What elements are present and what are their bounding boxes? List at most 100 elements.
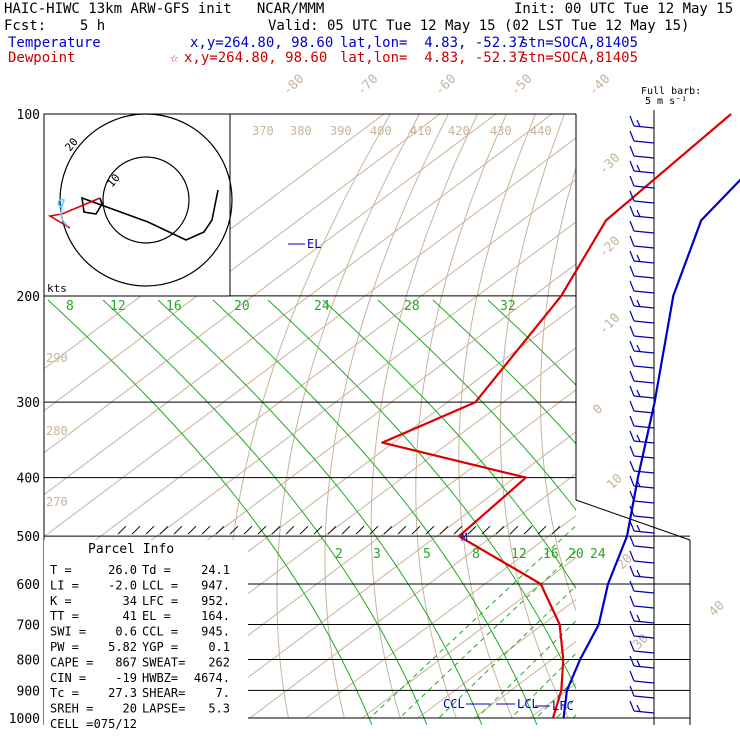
wind-barb-flag <box>636 569 641 577</box>
wind-barb-flag <box>629 460 635 472</box>
parcel-row-value: 5.82 <box>108 640 137 654</box>
wind-barb-shaft <box>633 155 655 159</box>
wind-barb-flag <box>636 254 641 262</box>
parcel-row-key: Td = <box>142 563 171 577</box>
isotherm-line <box>44 114 497 454</box>
wind-barb-shaft <box>633 515 655 519</box>
chart-title: HAIC-HIWC 13km ARW-GFS init NCAR/MMM <box>4 1 325 17</box>
parcel-row-key: LAPSE= <box>142 702 185 716</box>
level-hatch <box>341 525 351 535</box>
isotherm-line <box>361 556 576 719</box>
wind-barb-flag <box>629 205 635 217</box>
wind-barb-flag <box>629 580 635 592</box>
level-hatch <box>117 525 127 535</box>
dry-adiabat-line <box>617 114 736 718</box>
wind-barb-flag <box>629 655 635 667</box>
wind-barb-shaft <box>633 455 655 459</box>
hodograph-trace-surface <box>57 198 69 227</box>
parcel-row-value: -19 <box>115 671 137 685</box>
pressure-tick-label: 700 <box>17 618 40 633</box>
isotherm-label: -50 <box>508 72 535 99</box>
parcel-row-value: -2.0 <box>108 578 137 592</box>
wind-barb-flag <box>636 434 641 442</box>
forecast-hour: Fcst: 5 h <box>4 18 106 34</box>
isotherm-line <box>305 515 576 719</box>
wind-barb-flag <box>629 685 635 697</box>
level-hatch <box>257 525 267 535</box>
el-label: EL <box>307 237 321 251</box>
moist-adiabat-line <box>212 299 538 725</box>
theta-label: 430 <box>490 124 512 138</box>
temperature-xy: x,y=264.80, 98.60 <box>190 35 334 51</box>
level-hatch <box>537 525 547 535</box>
wind-barb-shaft <box>633 395 655 399</box>
wind-barb-flag <box>629 475 635 487</box>
moist-adiabat-line <box>487 299 576 386</box>
mixing-ratio-label: 16 <box>543 547 559 562</box>
wind-barb-flag <box>629 565 635 577</box>
parcel-row-value: 075/12 <box>94 717 137 731</box>
moist-adiabat-line <box>102 299 428 725</box>
isotherm-line <box>417 598 576 719</box>
dewpoint-label: Dewpoint <box>8 50 76 66</box>
parcel-row-key: TT = <box>50 609 79 623</box>
parcel-row-key: EL = <box>142 609 171 623</box>
level-hatch <box>425 525 435 535</box>
parcel-row-key: HWBZ= <box>142 671 178 685</box>
wind-barb-flag <box>629 400 635 412</box>
wind-barb-shaft <box>633 185 655 189</box>
wind-barb-flag <box>629 310 635 322</box>
dewpoint-latlon: lat,lon= 4.83, -52.37 <box>340 50 526 66</box>
parcel-row-key: K = <box>50 594 72 608</box>
wind-barb-shaft <box>633 275 655 279</box>
wind-barb-shaft <box>633 605 655 609</box>
wind-barb-shaft <box>633 365 655 369</box>
wind-barb-flag <box>629 175 635 187</box>
parcel-row-key: PW = <box>50 640 79 654</box>
wind-barb-shaft <box>633 470 655 474</box>
wind-barb-flag <box>629 295 635 307</box>
level-hatch <box>145 525 155 535</box>
wind-barb-flag <box>629 490 635 502</box>
isotherm-line <box>249 473 576 719</box>
wind-barb-shaft <box>633 290 655 294</box>
theta-label: 420 <box>448 124 470 138</box>
level-hatch <box>313 525 323 535</box>
level-hatch <box>271 525 281 535</box>
level-hatch <box>299 525 309 535</box>
barb-legend-line1: Full barb: <box>641 86 702 97</box>
wind-barb-flag <box>629 190 635 202</box>
dewpoint-station: stn=SOCA,81405 <box>520 50 639 66</box>
parcel-row-value: 952. <box>201 594 230 608</box>
mixing-ratio-label: 2 <box>335 547 343 562</box>
mixing-ratio-line <box>438 585 576 719</box>
wind-barb-shaft <box>633 710 655 714</box>
parcel-row-value: 27.3 <box>108 686 137 700</box>
dry-adiabat-line <box>579 114 680 718</box>
theta-label: 380 <box>290 124 312 138</box>
wind-barb-flag <box>629 550 635 562</box>
level-hatch <box>467 525 477 535</box>
pressure-tick-label: 300 <box>17 396 40 411</box>
temperature-latlon: lat,lon= 4.83, -52.37 <box>340 35 526 51</box>
level-hatch <box>173 525 183 535</box>
wind-barb-flag <box>636 119 641 127</box>
hodograph-units: kts <box>47 282 67 295</box>
mixing-ratio-label: 5 <box>423 547 431 562</box>
level-hatch <box>481 525 491 535</box>
wind-barb-shaft <box>633 545 655 549</box>
level-hatch <box>159 525 169 535</box>
isotherm-label: -60 <box>432 72 459 99</box>
mixing-ratio-label: 16 <box>166 299 182 314</box>
theta-label: 410 <box>410 124 432 138</box>
wind-barbs <box>629 115 655 714</box>
wind-barb-flag <box>629 535 635 547</box>
pressure-tick-label: 100 <box>17 108 40 123</box>
mixing-ratio-label: 20 <box>568 547 584 562</box>
level-hatch <box>131 525 141 535</box>
hodograph-ring-10 <box>102 156 190 244</box>
theta-label: 440 <box>530 124 552 138</box>
wind-barb-shaft <box>633 695 655 699</box>
isotherm-line <box>44 114 441 412</box>
parcel-row-value: 262 <box>208 655 230 669</box>
